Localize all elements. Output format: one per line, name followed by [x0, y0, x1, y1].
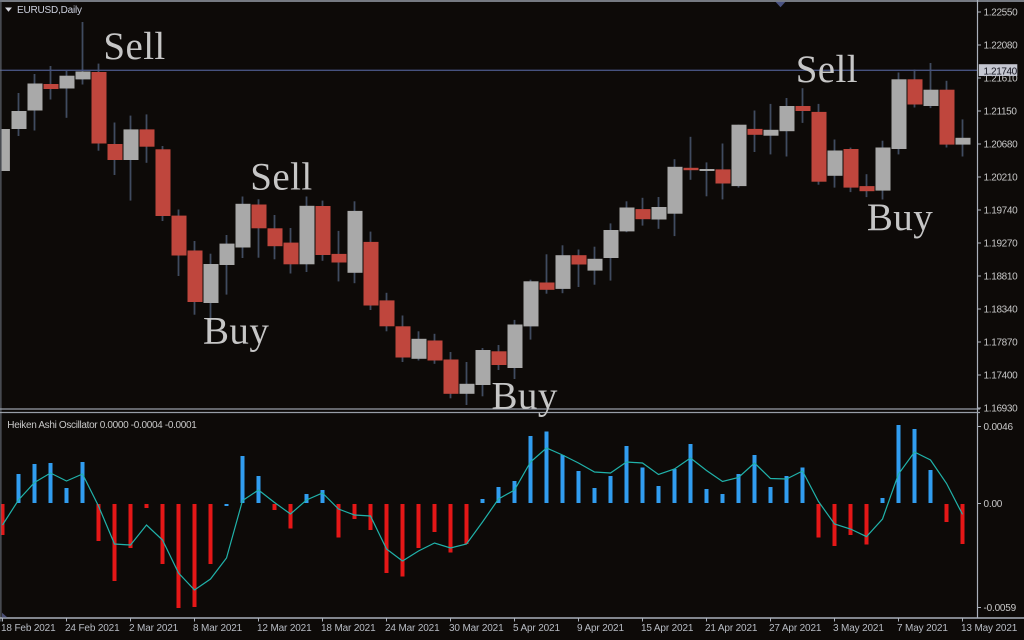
svg-text:21 Apr 2021: 21 Apr 2021 — [705, 623, 758, 634]
svg-text:1.21740: 1.21740 — [984, 66, 1018, 77]
svg-text:-0.0059: -0.0059 — [984, 603, 1017, 614]
svg-text:Buy: Buy — [867, 196, 933, 239]
svg-text:12 Mar 2021: 12 Mar 2021 — [257, 623, 312, 634]
svg-text:Sell: Sell — [250, 155, 312, 198]
svg-text:3 May 2021: 3 May 2021 — [833, 623, 884, 634]
svg-text:1.21150: 1.21150 — [984, 107, 1018, 118]
svg-text:1.16930: 1.16930 — [984, 404, 1019, 415]
svg-text:18 Feb 2021: 18 Feb 2021 — [1, 623, 56, 634]
svg-text:Sell: Sell — [796, 48, 858, 91]
svg-text:0.0046: 0.0046 — [984, 422, 1014, 433]
svg-text:9 Apr 2021: 9 Apr 2021 — [577, 623, 624, 634]
svg-text:1.19270: 1.19270 — [984, 239, 1019, 250]
svg-text:EURUSD,Daily: EURUSD,Daily — [17, 5, 82, 16]
svg-text:30 Mar 2021: 30 Mar 2021 — [449, 623, 504, 634]
svg-text:15 Apr 2021: 15 Apr 2021 — [641, 623, 694, 634]
svg-text:7 May 2021: 7 May 2021 — [897, 623, 948, 634]
svg-text:1.17400: 1.17400 — [984, 371, 1019, 382]
svg-text:1.18340: 1.18340 — [984, 305, 1019, 316]
svg-text:Sell: Sell — [103, 25, 165, 68]
svg-text:1.20680: 1.20680 — [984, 140, 1019, 151]
svg-text:Heiken Ashi Oscillator 0.0000: Heiken Ashi Oscillator 0.0000 -0.0004 -0… — [7, 420, 197, 431]
svg-text:1.22550: 1.22550 — [984, 8, 1019, 19]
svg-text:Buy: Buy — [203, 310, 269, 353]
svg-text:0.00: 0.00 — [984, 499, 1003, 510]
svg-text:1.18810: 1.18810 — [984, 272, 1019, 283]
svg-text:24 Mar 2021: 24 Mar 2021 — [385, 623, 440, 634]
svg-text:Buy: Buy — [492, 375, 558, 418]
svg-text:1.19740: 1.19740 — [984, 206, 1019, 217]
svg-text:8 Mar 2021: 8 Mar 2021 — [193, 623, 243, 634]
svg-text:1.20210: 1.20210 — [984, 173, 1019, 184]
svg-text:1.17870: 1.17870 — [984, 338, 1019, 349]
svg-text:24 Feb 2021: 24 Feb 2021 — [65, 623, 120, 634]
svg-text:27 Apr 2021: 27 Apr 2021 — [769, 623, 822, 634]
svg-text:18 Mar 2021: 18 Mar 2021 — [321, 623, 376, 634]
svg-text:5 Apr 2021: 5 Apr 2021 — [513, 623, 560, 634]
svg-text:13 May 2021: 13 May 2021 — [961, 623, 1018, 634]
svg-text:1.22080: 1.22080 — [984, 41, 1019, 52]
svg-text:1.21610: 1.21610 — [984, 74, 1019, 85]
svg-text:2 Mar 2021: 2 Mar 2021 — [129, 623, 179, 634]
